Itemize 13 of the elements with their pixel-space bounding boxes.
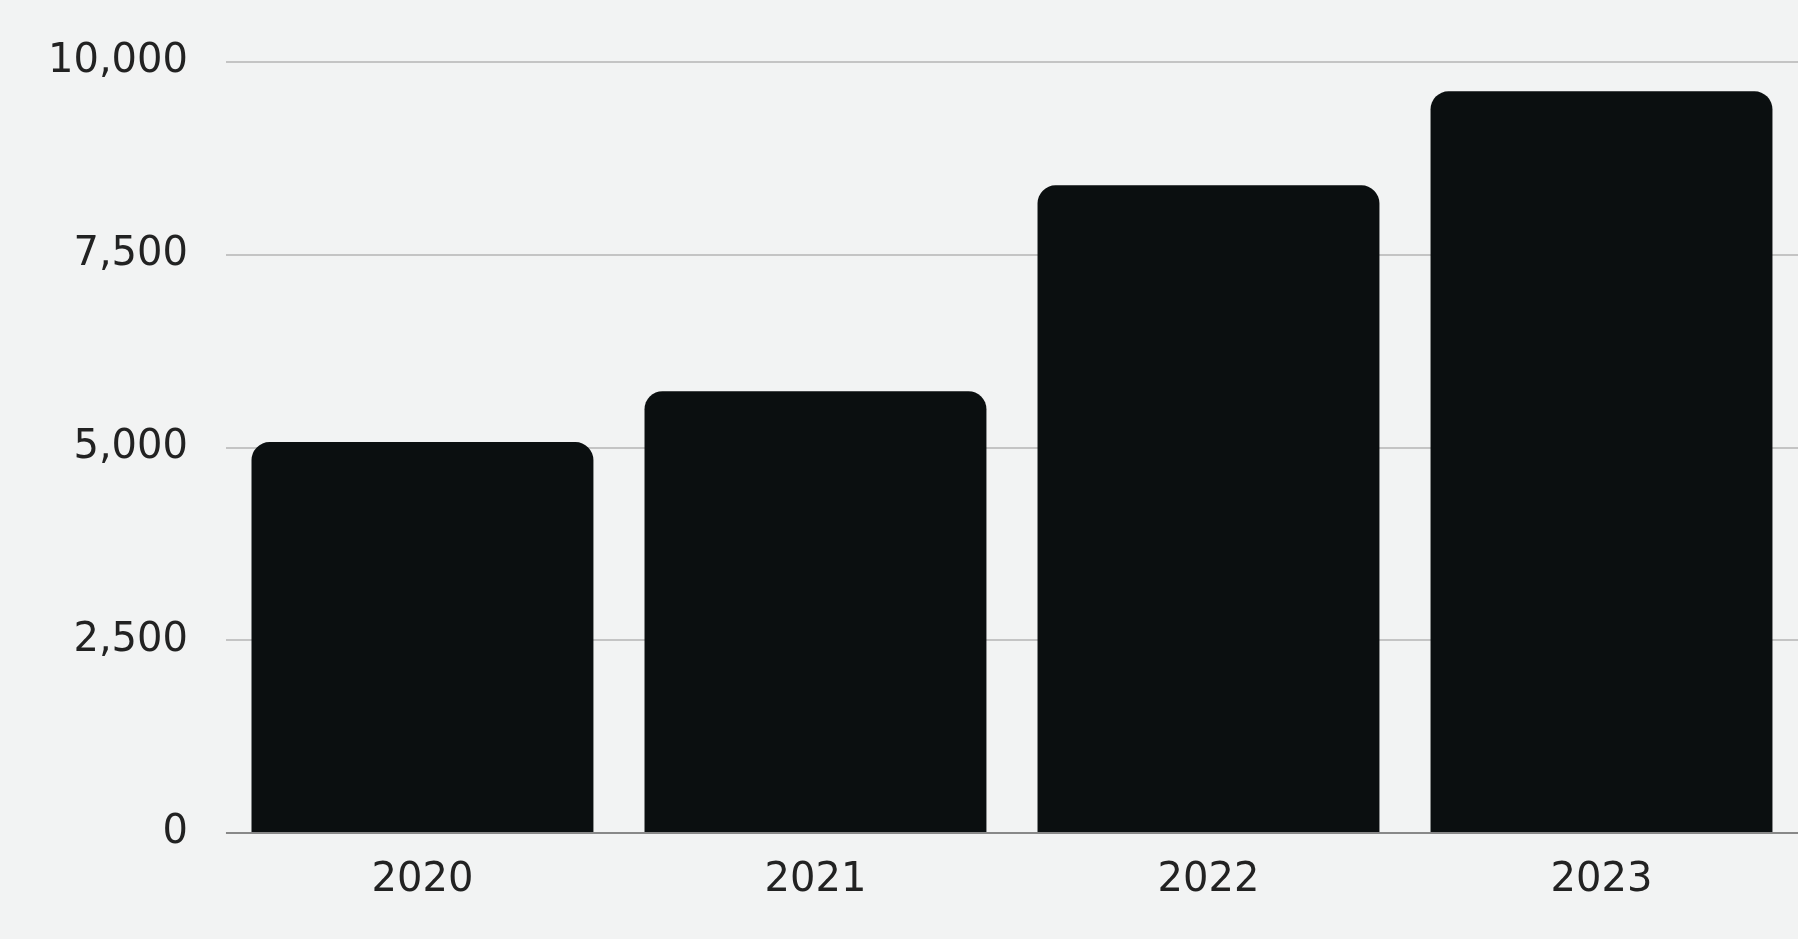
bar xyxy=(1430,91,1773,832)
y-tick-label: 5,000 xyxy=(73,420,188,467)
x-tick-label: 2022 xyxy=(1157,854,1260,901)
y-tick-label: 2,500 xyxy=(73,613,188,660)
x-tick-label: 2021 xyxy=(764,854,867,901)
bar xyxy=(251,442,594,832)
x-tick-label: 2023 xyxy=(1550,854,1653,901)
y-tick-label: 7,500 xyxy=(73,228,188,275)
y-tick-label: 10,000 xyxy=(47,35,188,82)
x-tick-label: 2020 xyxy=(371,854,474,901)
y-tick-label: 0 xyxy=(162,806,188,853)
bar xyxy=(1037,185,1380,832)
bar xyxy=(644,391,987,832)
